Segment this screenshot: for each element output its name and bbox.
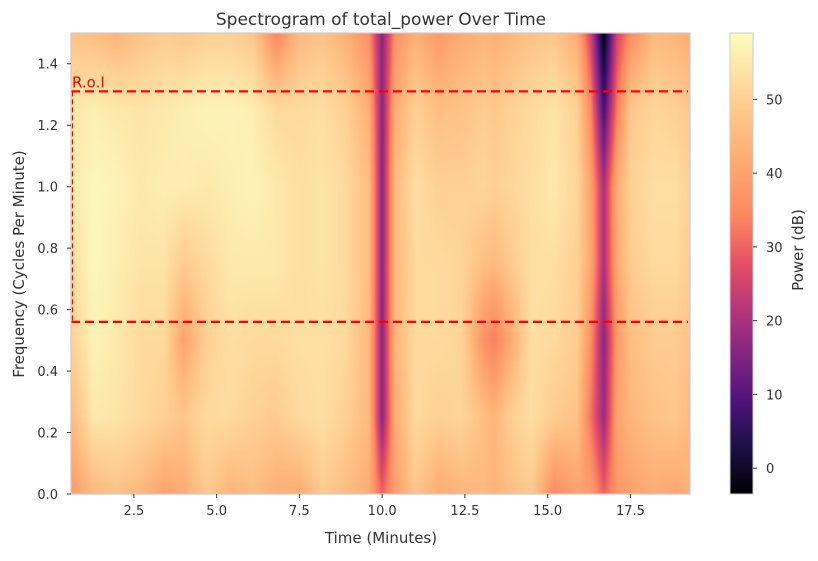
x-axis-ticks: 2.5 5.0 7.5 10.0 12.5 15.0 17.5 xyxy=(124,494,645,519)
y-tick-label: 0.6 xyxy=(37,304,58,319)
plot-frame xyxy=(70,32,691,495)
colorbar-label: Power (dB) xyxy=(789,209,807,291)
x-tick-label: 5.0 xyxy=(206,504,227,519)
y-tick-label: 0.4 xyxy=(37,365,58,380)
y-axis-label: Frequency (Cycles Per Minute) xyxy=(10,150,28,377)
colorbar-tick-label: 0 xyxy=(766,462,774,477)
x-tick-label: 12.5 xyxy=(450,504,479,519)
x-axis-label: Time (Minutes) xyxy=(324,529,437,547)
x-tick-label: 2.5 xyxy=(124,504,145,519)
x-tick-label: 15.0 xyxy=(533,504,562,519)
y-tick-label: 0.2 xyxy=(37,427,58,442)
y-tick-label: 0.0 xyxy=(37,488,58,503)
y-tick-label: 1.0 xyxy=(37,181,58,196)
heatmap-canvas-holder xyxy=(71,33,690,494)
colorbar-tick-label: 40 xyxy=(766,167,783,182)
y-tick-label: 1.4 xyxy=(37,58,58,73)
y-tick-label: 0.8 xyxy=(37,242,58,257)
y-axis-ticks: 0.0 0.2 0.4 0.6 0.8 1.0 1.2 1.4 xyxy=(37,58,71,503)
y-tick-label: 1.2 xyxy=(37,119,58,134)
x-tick-label: 10.0 xyxy=(368,504,397,519)
colorbar xyxy=(729,32,754,495)
colorbar-tick-label: 20 xyxy=(766,315,783,330)
colorbar-ticks: 0 10 20 30 40 50 xyxy=(753,93,783,477)
colorbar-tick-label: 30 xyxy=(766,241,783,256)
colorbar-tick-label: 10 xyxy=(766,388,783,403)
roi-label: R.o.I xyxy=(72,73,105,91)
heatmap-canvas xyxy=(71,33,690,494)
heatmap xyxy=(71,33,690,494)
colorbar-tick-label: 50 xyxy=(766,93,783,108)
chart-title: Spectrogram of total_power Over Time xyxy=(216,10,546,30)
x-tick-label: 7.5 xyxy=(289,504,310,519)
x-tick-label: 17.5 xyxy=(616,504,645,519)
roi-annotation: R.o.I xyxy=(71,73,688,323)
